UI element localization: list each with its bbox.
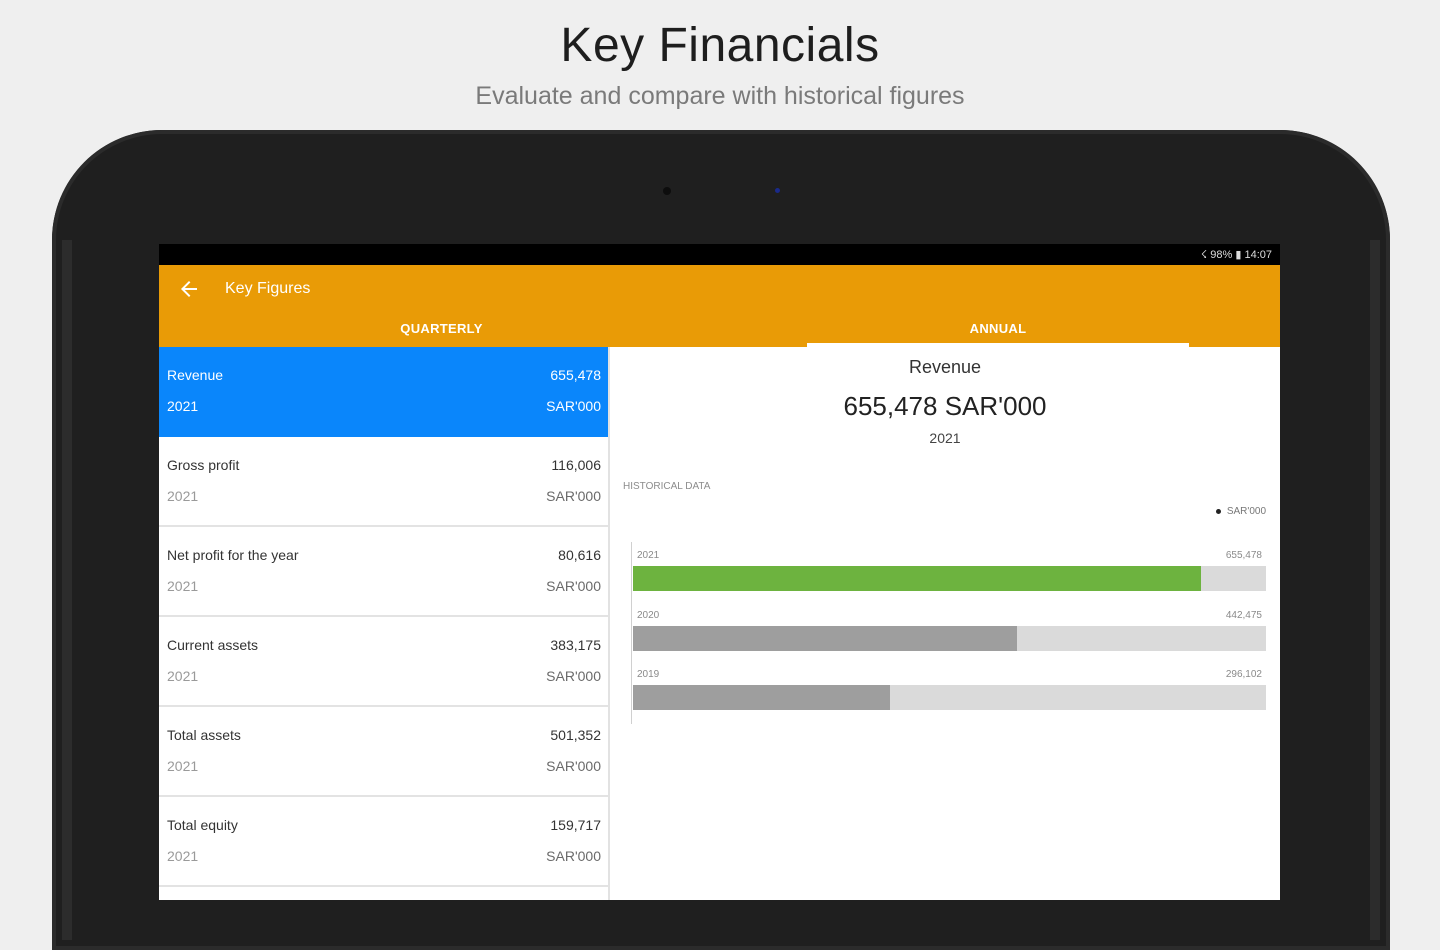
figure-year: 2021	[167, 398, 199, 414]
figure-row-5[interactable]: Total equity 159,717 2021 SAR'000	[159, 797, 608, 887]
figure-unit: SAR'000	[546, 668, 601, 684]
detail-title: Revenue	[908, 357, 982, 377]
promo-subheadline: Evaluate and compare with historical fig…	[475, 82, 965, 110]
tablet-speaker-right	[1370, 240, 1380, 940]
figure-unit: SAR'000	[546, 758, 601, 774]
figure-unit: SAR'000	[546, 488, 601, 504]
tablet-camera	[663, 187, 671, 195]
bar-track	[633, 685, 1266, 710]
legend-label: SAR'000	[1226, 506, 1266, 517]
figure-value: 159,717	[550, 817, 601, 833]
key-figures-list: Revenue 655,478 2021 SAR'000 Gross profit 116…	[159, 347, 610, 900]
bar-row-2019: 2019 296,102	[633, 669, 1266, 729]
bar-category-label: 2021	[637, 550, 660, 561]
historical-data-label: HISTORICAL DATA	[623, 481, 711, 492]
figure-year: 2021	[167, 758, 199, 774]
figure-unit: SAR'000	[546, 848, 601, 864]
tablet-speaker-left	[62, 240, 72, 940]
figure-row-2[interactable]: Net profit for the year 80,616 2021 SAR'000	[159, 527, 608, 617]
figure-row-1[interactable]: Gross profit 116,006 2021 SAR'000	[159, 437, 608, 527]
app-bar: Key Figures QUARTERLY ANNUAL	[159, 265, 1280, 347]
bar-row-2020: 2020 442,475	[633, 610, 1266, 670]
chart-legend: SAR'000	[1215, 506, 1266, 517]
figure-row-4[interactable]: Total assets 501,352 2021 SAR'000	[159, 707, 608, 797]
figure-year: 2021	[167, 578, 199, 594]
figure-row-3[interactable]: Current assets 383,175 2021 SAR'000	[159, 617, 608, 707]
tab-indicator	[807, 343, 1189, 347]
bar-track	[633, 566, 1266, 591]
figure-label: Gross profit	[167, 457, 240, 473]
status-bar-text: ☇ 98% ▮ 14:07	[1200, 249, 1272, 261]
bar-2019	[633, 685, 890, 710]
figure-unit: SAR'000	[546, 578, 601, 594]
figure-value: 116,006	[551, 457, 601, 473]
promo-headline: Key Financials	[560, 19, 880, 72]
figure-label: Current assets	[167, 637, 259, 653]
figure-value: 501,352	[550, 727, 601, 743]
arrow-left-icon[interactable]	[177, 277, 201, 301]
detail-value: 655,478 SAR'000	[843, 391, 1047, 421]
figure-year: 2021	[167, 668, 199, 684]
bar-value-label: 296,102	[1225, 669, 1262, 680]
figure-label: Revenue	[167, 367, 224, 383]
detail-year: 2021	[929, 430, 961, 446]
figure-unit: SAR'000	[546, 398, 601, 414]
bar-2021	[633, 566, 1201, 591]
tab-quarterly[interactable]: QUARTERLY	[400, 321, 483, 336]
app-screen: ☇ 98% ▮ 14:07 Key Figures QUARTERLY ANNU…	[159, 244, 1280, 900]
figure-row-0[interactable]: Revenue 655,478 2021 SAR'000	[159, 347, 608, 437]
bar-track	[633, 626, 1266, 651]
figure-label: Net profit for the year	[167, 547, 299, 563]
status-bar: ☇ 98% ▮ 14:07	[159, 244, 1280, 265]
app-bar-title: Key Figures	[225, 280, 311, 297]
tab-annual[interactable]: ANNUAL	[969, 321, 1027, 336]
legend-dot-icon	[1215, 509, 1221, 514]
figure-year: 2021	[167, 488, 199, 504]
bar-2020	[633, 626, 1017, 651]
chart-axis	[631, 542, 632, 724]
figure-value: 383,175	[550, 637, 601, 653]
figure-year: 2021	[167, 848, 199, 864]
detail-panel: Revenue 655,478 SAR'000 2021 HISTORICAL …	[610, 347, 1280, 900]
bar-value-label: 655,478	[1225, 550, 1262, 561]
figure-label: Total equity	[167, 817, 238, 833]
figure-value: 80,616	[558, 547, 601, 563]
bar-category-label: 2019	[637, 669, 660, 680]
figure-value: 655,478	[550, 367, 601, 383]
figure-label: Total assets	[167, 727, 241, 743]
tablet-sensor	[775, 188, 780, 193]
bar-category-label: 2020	[637, 610, 660, 621]
bar-value-label: 442,475	[1225, 610, 1262, 621]
bar-row-2021: 2021 655,478	[633, 550, 1266, 610]
